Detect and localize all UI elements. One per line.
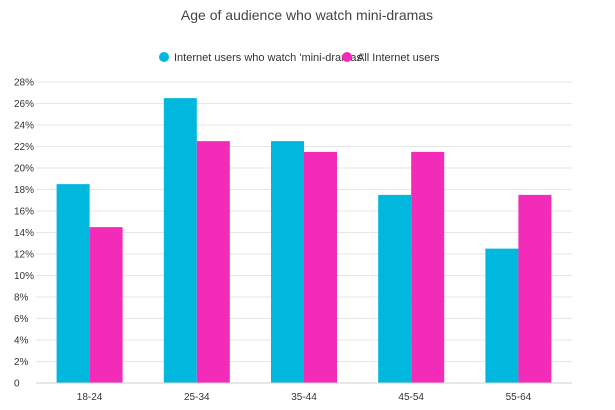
y-tick-label: 22% [14,142,34,153]
x-tick-label: 25-34 [184,392,210,403]
bar-all-users-18-24[interactable] [89,227,123,383]
bar-all-users-25-34[interactable] [196,141,230,383]
legend-label-watchers: Internet users who watch 'mini-dramas' [174,52,364,64]
legend-marker-all-users [342,52,352,62]
y-tick-label: 18% [14,185,34,196]
legend-item-watchers[interactable]: Internet users who watch 'mini-dramas' [159,52,364,64]
y-tick-label: 8% [14,293,29,304]
bar-watchers-18-24[interactable] [56,184,90,383]
bar-all-users-45-54[interactable] [411,151,445,383]
y-tick-label: 16% [14,207,34,218]
y-tick-label: 10% [14,271,34,282]
bar-all-users-35-44[interactable] [304,151,337,383]
x-tick-label: 35-44 [291,392,317,403]
bar-watchers-55-64[interactable] [485,248,519,383]
y-tick-label: 12% [14,250,34,261]
y-tick-label: 28% [14,78,34,89]
y-tick-label: 14% [14,228,34,239]
legend-item-all-users[interactable]: All Internet users [342,52,440,64]
x-axis-ticks: 18-24 25-34 35-44 45-54 55-64 [77,392,532,403]
legend: Internet users who watch 'mini-dramas' A… [159,52,440,64]
y-tick-label: 2% [14,357,29,368]
bar-all-users-55-64[interactable] [518,194,552,383]
legend-marker-watchers [159,52,169,62]
bar-watchers-35-44[interactable] [271,141,304,383]
y-axis-ticks: 0 2% 4% 6% 8% 10% 12% 14% 16% 18% 20% 22% 24% 26% 28% [14,78,34,390]
legend-label-all-users: All Internet users [357,52,440,64]
y-tick-label: 26% [14,99,34,110]
y-tick-label: 6% [14,314,29,325]
x-tick-label: 55-64 [506,392,532,403]
bar-watchers-25-34[interactable] [163,98,197,383]
y-tick-label: 20% [14,164,34,175]
y-tick-label: 24% [14,121,34,132]
y-tick-label: 0 [14,379,20,390]
x-tick-label: 45-54 [398,392,424,403]
bar-watchers-45-54[interactable] [378,194,412,383]
x-tick-label: 18-24 [77,392,103,403]
bars [56,98,552,383]
y-tick-label: 4% [14,336,29,347]
chart-title: Age of audience who watch mini-dramas [181,7,433,23]
